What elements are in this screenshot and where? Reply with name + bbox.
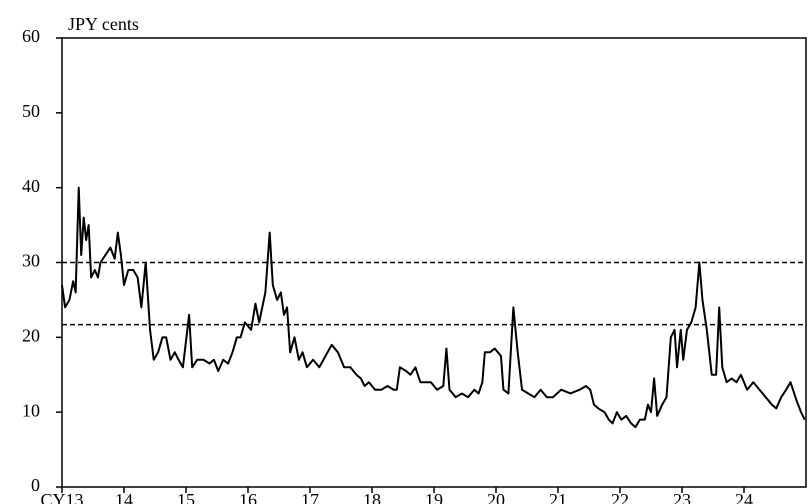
x-tick-label: 22 [611, 490, 629, 504]
y-tick-label: 10 [22, 400, 40, 420]
y-tick-label: 60 [22, 26, 40, 46]
x-tick-label: 20 [487, 490, 505, 504]
line [61, 186, 806, 429]
y-tick-label: 20 [22, 325, 40, 345]
x-tick-label: 17 [301, 490, 319, 504]
x-tick-label: 23 [673, 490, 691, 504]
x-tick-label: 24 [735, 490, 753, 504]
x-tick-label: 18 [363, 490, 381, 504]
x-tick-label: 14 [115, 490, 133, 504]
y-tick-label: 50 [22, 101, 40, 121]
x-tick-label: 19 [425, 490, 443, 504]
x-tick-label: 21 [549, 490, 567, 504]
y-axis-label: JPY cents [68, 14, 139, 34]
y-tick-label: 30 [22, 251, 40, 271]
y-tick-label: 0 [31, 475, 40, 495]
y-tick-label: 40 [22, 176, 40, 196]
x-tick-label: 15 [177, 490, 195, 504]
x-tick-label: 16 [239, 490, 257, 504]
x-tick-label: CY13 [40, 490, 83, 504]
